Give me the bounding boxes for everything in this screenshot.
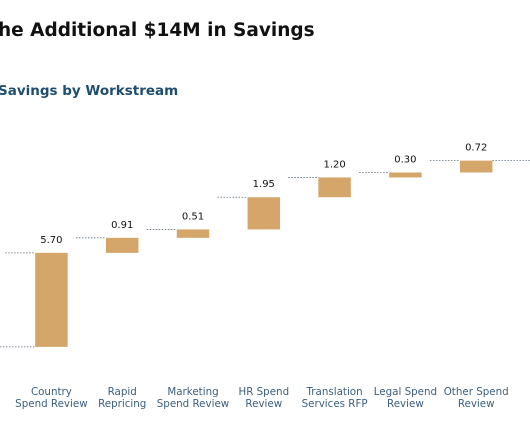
data-label: 1.95 bbox=[253, 179, 275, 190]
data-label: 0.51 bbox=[182, 211, 204, 222]
category-label: Legal Spend Review bbox=[374, 386, 437, 410]
data-label: 0.72 bbox=[465, 143, 487, 154]
data-label: 5.70 bbox=[40, 235, 62, 246]
data-label: 0.30 bbox=[394, 154, 416, 165]
data-label: 1.20 bbox=[323, 159, 345, 170]
category-label: Translation Services RFP bbox=[302, 386, 368, 410]
waterfall-bar bbox=[105, 237, 139, 253]
data-label: 0.91 bbox=[111, 220, 133, 231]
category-label: HR Spend Review bbox=[238, 386, 289, 410]
waterfall-bar bbox=[176, 229, 210, 238]
waterfall-bar bbox=[389, 172, 422, 178]
category-label: Marketing Spend Review bbox=[157, 386, 229, 410]
waterfall-bar bbox=[247, 197, 281, 230]
category-label: Country Spend Review bbox=[15, 386, 87, 410]
waterfall-bar bbox=[35, 252, 68, 347]
chart-subtitle: Savings by Workstream bbox=[0, 83, 179, 99]
waterfall-bar bbox=[318, 177, 351, 198]
category-label: Rapid Repricing bbox=[98, 386, 146, 410]
category-label: Other Spend Review bbox=[444, 386, 509, 410]
waterfall-bar bbox=[459, 160, 493, 173]
chart-title: he Additional $14M in Savings bbox=[0, 20, 315, 41]
